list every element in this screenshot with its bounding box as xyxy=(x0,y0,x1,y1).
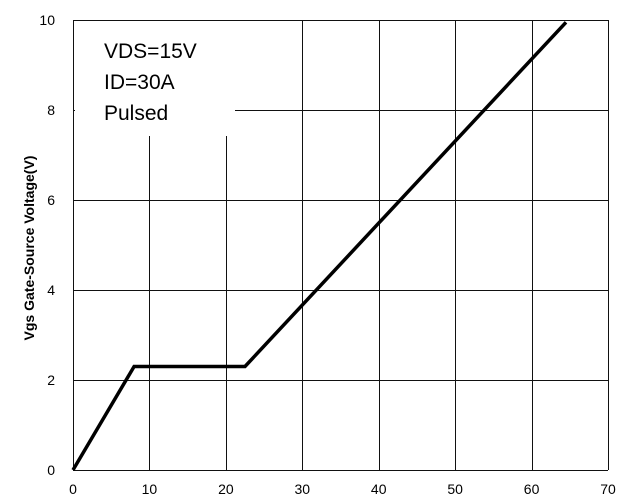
annotation-text: ID=30A xyxy=(104,71,175,94)
y-tick-label: 0 xyxy=(47,462,55,478)
y-tick-label: 4 xyxy=(47,282,55,298)
y-tick-label: 8 xyxy=(47,102,55,118)
tick-layer: 0 10 20 30 40 50 60 70 0 2 4 6 8 10 xyxy=(39,12,616,497)
annotation-layer: VDS=15V ID=30A Pulsed xyxy=(104,40,197,125)
y-tick-label: 6 xyxy=(47,192,55,208)
series-layer xyxy=(71,21,568,471)
x-tick-label: 0 xyxy=(69,481,77,497)
annotation-background xyxy=(75,21,235,136)
series-line xyxy=(71,21,568,471)
x-tick-label: 20 xyxy=(218,481,234,497)
y-axis-label: Vgs Gate-Source Voltage(V) xyxy=(21,156,37,341)
x-tick-label: 30 xyxy=(294,481,310,497)
grid-layer xyxy=(73,20,609,471)
y-tick-label: 10 xyxy=(39,12,55,28)
x-tick-label: 50 xyxy=(447,481,463,497)
y-tick-label: 2 xyxy=(47,372,55,388)
x-tick-label: 40 xyxy=(371,481,387,497)
x-tick-label: 70 xyxy=(600,481,616,497)
annotation-text: VDS=15V xyxy=(104,40,197,63)
annotation-text: Pulsed xyxy=(104,102,168,125)
x-tick-label: 10 xyxy=(142,481,158,497)
x-tick-label: 60 xyxy=(524,481,540,497)
